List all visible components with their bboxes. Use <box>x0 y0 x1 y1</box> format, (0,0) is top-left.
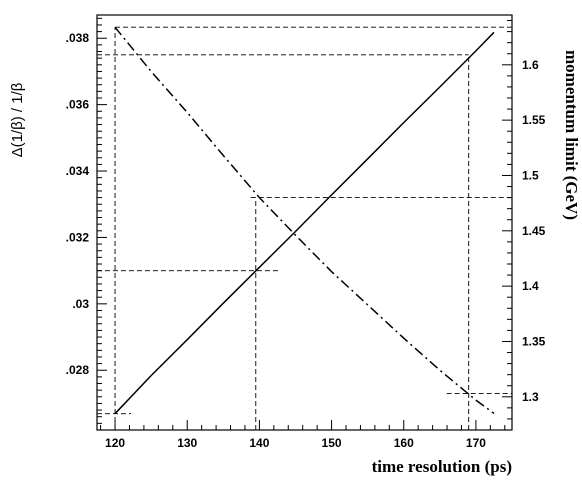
y-left-tick-label: .03 <box>72 297 89 311</box>
y-right-tick-label: 1.35 <box>522 334 546 348</box>
y-right-tick-label: 1.6 <box>522 58 539 72</box>
y-right-tick-label: 1.55 <box>522 113 546 127</box>
plot-frame <box>96 14 513 431</box>
x-tick-label: 130 <box>177 436 197 450</box>
series-layer <box>114 26 495 415</box>
series-line-solid <box>114 31 495 415</box>
x-tick-label: 140 <box>249 436 269 450</box>
left-axis-title: Δ(1/β) / 1/β <box>9 82 26 157</box>
x-tick-label: 160 <box>394 436 414 450</box>
y-right-tick-label: 1.3 <box>522 390 539 404</box>
y-left-tick-label: .036 <box>66 98 90 112</box>
x-tick-label: 120 <box>105 436 125 450</box>
y-left-tick-label: .034 <box>66 164 90 178</box>
y-left-tick-label: .032 <box>66 230 90 244</box>
tick-labels: 120 130 140 150 160 170 .028 .03 .032 .034 .036 .03… <box>66 31 546 450</box>
x-tick-label: 150 <box>322 436 342 450</box>
x-axis-title: time resolution (ps) <box>372 457 512 476</box>
x-tick-label: 170 <box>466 436 486 450</box>
right-axis-title: momentum limit (GeV) <box>562 50 581 220</box>
y-right-tick-label: 1.5 <box>522 168 539 182</box>
ticks <box>97 17 512 430</box>
y-right-tick-label: 1.45 <box>522 224 546 238</box>
y-right-tick-label: 1.4 <box>522 279 539 293</box>
y-left-tick-label: .038 <box>66 31 90 45</box>
series-line-dash-dot <box>114 26 495 415</box>
reference-lines <box>97 26 512 430</box>
y-left-tick-label: .028 <box>66 363 90 377</box>
